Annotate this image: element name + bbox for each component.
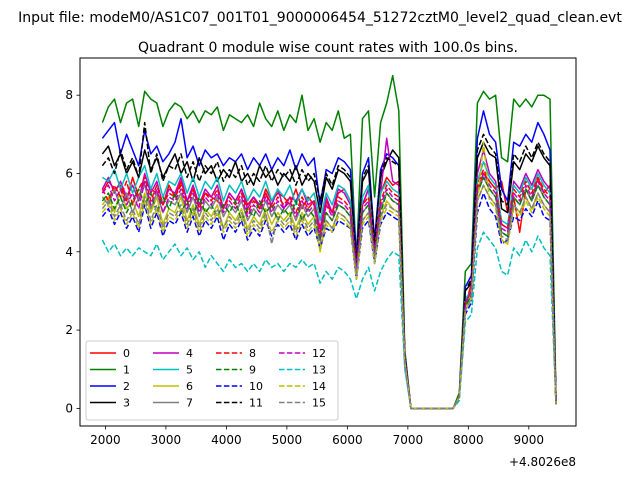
series-line-3	[101, 141, 557, 410]
y-tick-label: 6	[65, 166, 73, 180]
legend-label-0: 0	[123, 347, 130, 360]
x-offset-text: +4.8026e8	[509, 455, 576, 469]
x-tick-label: 5000	[272, 433, 303, 447]
x-tick-label: 6000	[332, 433, 363, 447]
x-tick-label: 7000	[393, 433, 424, 447]
x-tick-label: 2000	[90, 433, 121, 447]
legend-box	[85, 340, 339, 421]
legend-label-14: 14	[312, 380, 326, 393]
y-tick-label: 0	[65, 401, 73, 415]
x-tick-label: 9000	[514, 433, 545, 447]
y-tick-label: 2	[65, 323, 73, 337]
series-line-4	[101, 137, 557, 410]
axes-frame	[79, 57, 577, 427]
series-line-9	[101, 176, 557, 410]
series-layer	[101, 74, 557, 410]
legend-label-11: 11	[249, 397, 263, 410]
y-tick-label: 4	[65, 245, 73, 259]
plot-area	[79, 57, 577, 427]
legend-label-2: 2	[123, 380, 130, 393]
legend-label-10: 10	[249, 380, 263, 393]
legend-label-5: 5	[186, 364, 193, 377]
chart-title: Quadrant 0 module wise count rates with …	[138, 40, 518, 56]
series-line-14	[101, 141, 557, 410]
series-line-10	[101, 192, 557, 410]
x-tick-label: 3000	[151, 433, 182, 447]
legend-label-6: 6	[186, 380, 193, 393]
series-line-15	[101, 184, 557, 410]
y-tick-label: 8	[65, 88, 73, 102]
series-line-12	[101, 172, 557, 410]
legend-label-12: 12	[312, 347, 326, 360]
y-axis: 0 2 4 6 8	[65, 88, 80, 415]
x-tick-label: 8000	[453, 433, 484, 447]
legend-label-1: 1	[123, 364, 130, 377]
series-line-8	[101, 168, 557, 410]
series-line-11	[101, 121, 557, 410]
x-axis: 2000 3000 4000 5000 6000 7000 8000 9000	[90, 426, 544, 447]
legend-label-9: 9	[249, 364, 256, 377]
series-line-13	[101, 231, 557, 410]
series-line-2	[101, 110, 557, 410]
x-tick-label: 4000	[211, 433, 242, 447]
legend-label-3: 3	[123, 397, 130, 410]
legend-label-7: 7	[186, 397, 193, 410]
legend-label-13: 13	[312, 364, 326, 377]
chart-suptitle: Input file: modeM0/AS1C07_001T01_9000006…	[18, 10, 622, 26]
legend-label-15: 15	[312, 397, 326, 410]
legend-label-8: 8	[249, 347, 256, 360]
series-line-1	[101, 74, 557, 410]
legend-label-4: 4	[186, 347, 193, 360]
